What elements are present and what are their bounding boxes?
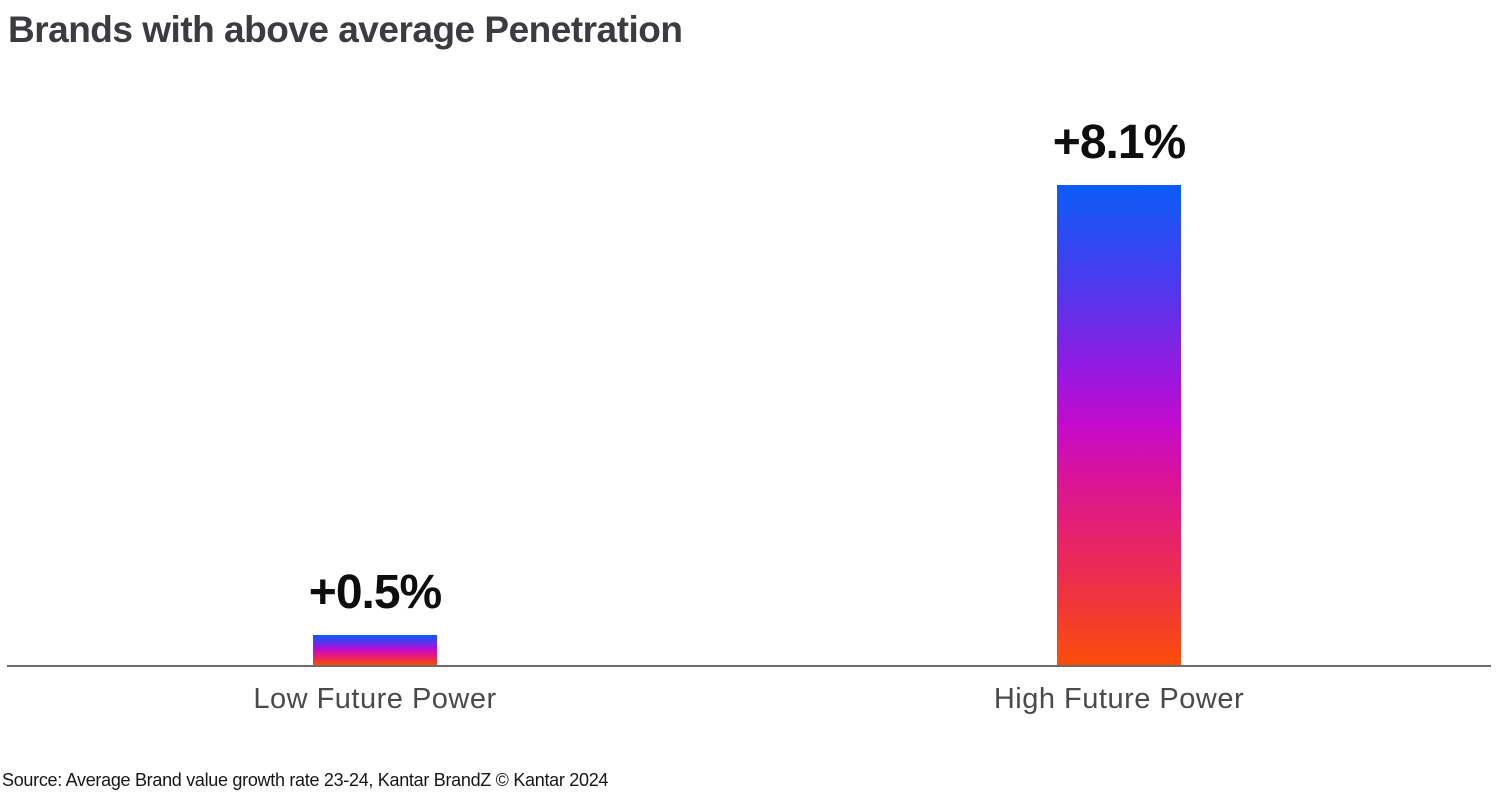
x-tick-label-low-future-power: Low Future Power [253, 683, 497, 715]
chart-title: Brands with above average Penetration [8, 9, 683, 50]
value-label-high-future-power: +8.1% [1052, 116, 1186, 169]
x-tick-label-high-future-power: High Future Power [993, 683, 1245, 715]
value-label-low-future-power: +0.5% [308, 566, 442, 619]
source-note: Source: Average Brand value growth rate … [2, 770, 609, 790]
x-axis-line [7, 665, 1491, 667]
bar-high-future-power [1057, 185, 1181, 665]
bar-low-future-power [313, 635, 437, 665]
